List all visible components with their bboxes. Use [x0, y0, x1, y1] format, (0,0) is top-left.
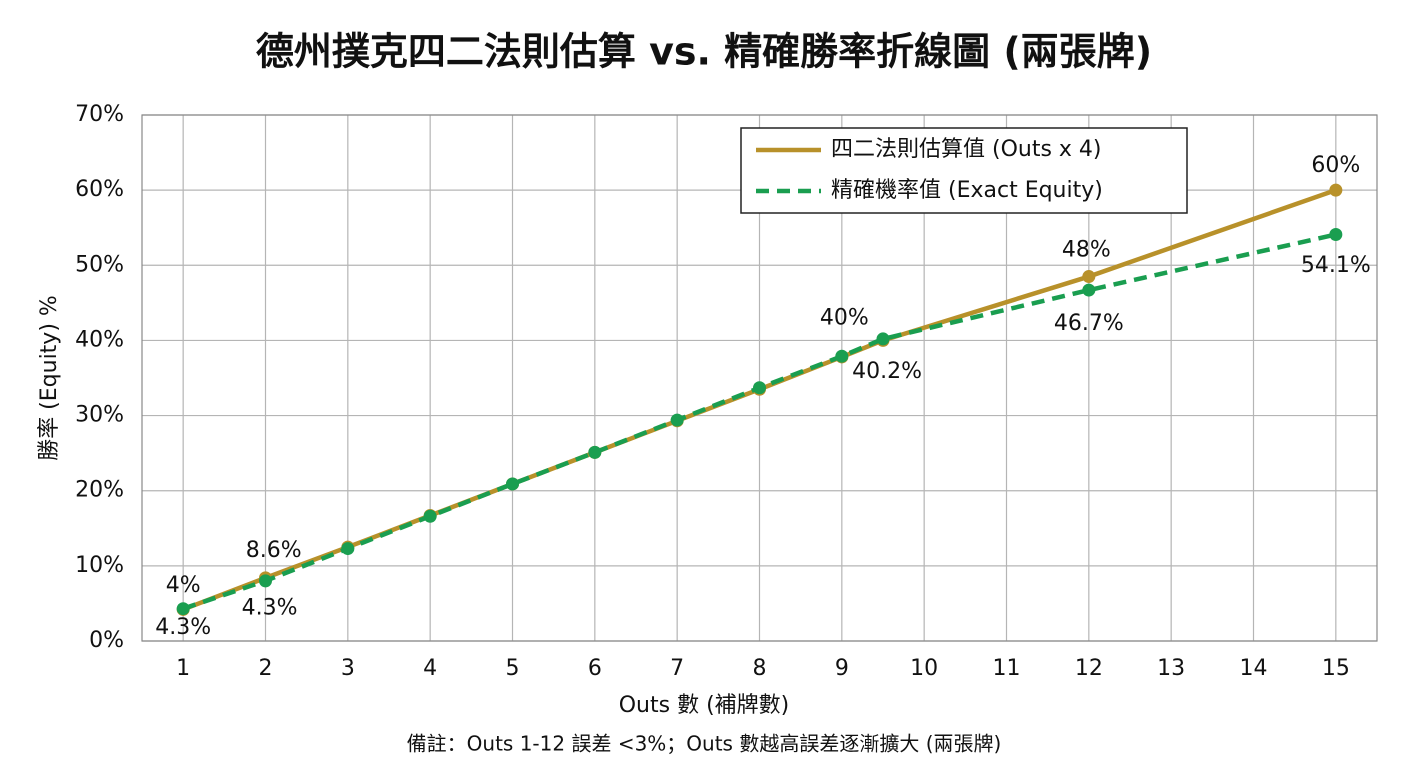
- y-tick-label: 40%: [75, 327, 124, 352]
- x-tick-label: 15: [1322, 656, 1350, 681]
- x-tick-label: 3: [341, 656, 355, 681]
- y-tick-label: 30%: [75, 403, 124, 428]
- y-tick-label: 70%: [75, 102, 124, 127]
- x-tick-label: 9: [835, 656, 849, 681]
- legend-box: [740, 127, 1188, 214]
- data-point: [1329, 227, 1343, 241]
- data-point: [341, 542, 355, 556]
- data-label: 54.1%: [1301, 253, 1371, 278]
- x-tick-label: 5: [506, 656, 520, 681]
- x-tick-label: 8: [753, 656, 767, 681]
- x-tick-label: 10: [910, 656, 938, 681]
- legend-label: 四二法則估算值 (Outs x 4): [831, 137, 1102, 162]
- chart-title: 德州撲克四二法則估算 vs. 精確勝率折線圖 (兩張牌): [256, 30, 1152, 74]
- x-tick-label: 7: [670, 656, 684, 681]
- x-axis-label: Outs 數 (補牌數): [619, 693, 790, 718]
- y-axis-label: 勝率 (Equity) %: [37, 295, 62, 461]
- data-label: 4.3%: [242, 596, 298, 621]
- series-line: [182, 232, 1337, 611]
- data-label: 40%: [820, 306, 869, 331]
- data-label: 4.3%: [155, 615, 211, 640]
- x-tick-label: 11: [993, 656, 1021, 681]
- x-tick-label: 14: [1240, 656, 1268, 681]
- x-tick-label: 12: [1075, 656, 1103, 681]
- data-point: [835, 349, 849, 363]
- y-tick-label: 60%: [75, 177, 124, 202]
- legend-label: 精確機率值 (Exact Equity): [831, 178, 1103, 203]
- plot-frame: [141, 114, 1378, 642]
- y-tick-label: 20%: [75, 478, 124, 503]
- data-label: 60%: [1311, 153, 1360, 178]
- data-point: [1082, 270, 1096, 284]
- note: 備註：Outs 1-12 誤差 <3%；Outs 數越高誤差逐漸擴大 (兩張牌): [407, 732, 1002, 756]
- data-point: [1082, 283, 1096, 297]
- x-tick-label: 1: [176, 656, 190, 681]
- data-point: [588, 445, 602, 459]
- y-tick-label: 10%: [75, 553, 124, 578]
- data-label: 4%: [166, 573, 201, 598]
- data-point: [1329, 183, 1343, 197]
- data-label: 40.2%: [852, 359, 922, 384]
- x-tick-label: 4: [423, 656, 437, 681]
- data-point: [423, 509, 437, 523]
- data-point: [876, 332, 890, 346]
- y-tick-label: 50%: [75, 252, 124, 277]
- data-point: [176, 602, 190, 616]
- data-label: 8.6%: [246, 538, 302, 563]
- x-tick-label: 13: [1157, 656, 1185, 681]
- data-label: 48%: [1062, 237, 1111, 262]
- data-label: 46.7%: [1054, 311, 1124, 336]
- y-tick-label: 0%: [89, 628, 124, 653]
- data-point: [753, 381, 766, 395]
- x-tick-label: 2: [259, 656, 273, 681]
- x-tick-label: 6: [588, 656, 602, 681]
- data-point: [670, 413, 684, 427]
- data-point: [506, 477, 519, 491]
- data-point: [259, 574, 272, 588]
